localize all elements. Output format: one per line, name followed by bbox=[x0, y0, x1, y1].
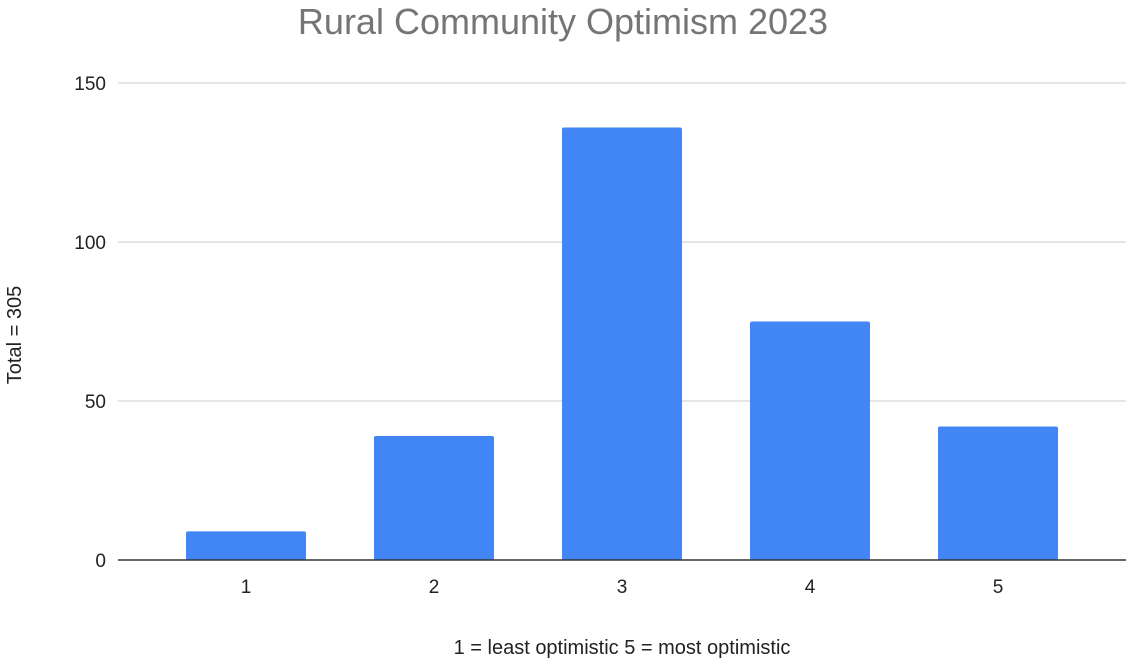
x-tick-label: 3 bbox=[617, 577, 628, 598]
x-axis-tick-labels: 1 2 3 4 5 bbox=[241, 577, 1004, 598]
y-tick-label: 50 bbox=[85, 392, 106, 413]
x-axis-label: 1 = least optimistic 5 = most optimistic bbox=[454, 637, 791, 659]
bar-1[interactable] bbox=[186, 531, 306, 560]
bars bbox=[186, 127, 1058, 561]
bar-3[interactable] bbox=[562, 127, 682, 561]
x-tick-label: 4 bbox=[805, 577, 816, 598]
y-tick-label: 150 bbox=[74, 74, 106, 95]
chart-title: Rural Community Optimism 2023 bbox=[298, 1, 828, 42]
bar-5[interactable] bbox=[938, 426, 1058, 560]
bar-4[interactable] bbox=[750, 321, 870, 561]
y-axis-tick-labels: 0 50 100 150 bbox=[74, 74, 106, 572]
x-tick-label: 1 bbox=[241, 577, 252, 598]
x-tick-label: 5 bbox=[993, 577, 1004, 598]
y-tick-label: 100 bbox=[74, 233, 106, 254]
y-axis-label: Total = 305 bbox=[4, 286, 26, 384]
y-tick-label: 0 bbox=[95, 551, 106, 572]
bar-2[interactable] bbox=[374, 435, 494, 560]
x-tick-label: 2 bbox=[429, 577, 440, 598]
